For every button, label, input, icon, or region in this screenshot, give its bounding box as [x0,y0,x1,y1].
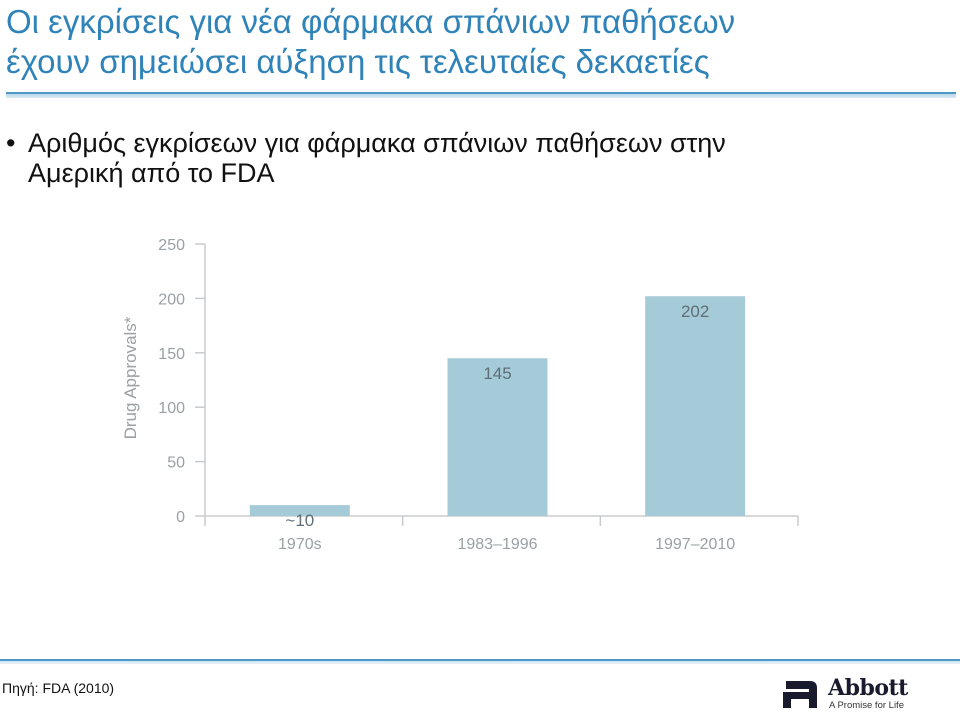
bullet-icon: • [6,128,16,158]
y-tick-label: 250 [158,237,185,254]
slide-title: Οι εγκρίσεις για νέα φάρμακα σπάνιων παθ… [6,2,956,82]
slide-title-line-2: έχουν σημειώσει αύξηση τις τελευταίες δε… [6,43,710,80]
bullet-text: Αριθμός εγκρίσεων για φάρμακα σπάνιων πα… [6,128,946,188]
bar [645,296,746,516]
abbott-logo-icon [783,681,817,708]
x-category-label: 1983–1996 [457,536,537,553]
y-axis-title: Drug Approvals* [121,316,140,439]
y-tick-label: 200 [158,291,185,308]
bar [249,505,350,516]
y-tick-label: 150 [158,346,185,363]
drug-approvals-bar-chart: 0 50 100 150 200 250 Drug Approvals* ~10 1970s 14… [121,237,799,553]
bullet-line-2: Αμερική από το FDA [28,158,275,188]
slide-title-line-1: Οι εγκρίσεις για νέα φάρμακα σπάνιων παθ… [6,3,736,40]
bar [447,358,548,516]
y-tick-label: 50 [167,455,185,472]
bar-data-label: 145 [483,364,511,383]
footer-divider [0,659,960,664]
y-tick-label: 0 [176,509,185,526]
x-category-label: 1970s [278,536,322,553]
y-tick-label: 100 [158,400,185,417]
abbott-logo: Abbott A Promise for Life [780,675,950,712]
bullet-line-1: Αριθμός εγκρίσεων για φάρμακα σπάνιων πα… [28,128,726,158]
source-note: Πηγή: FDA (2010) [2,680,115,696]
bar-data-label: ~10 [285,511,314,530]
x-category-label: 1997–2010 [655,536,735,553]
bar-data-label: 202 [681,302,709,321]
bullet-point: • Αριθμός εγκρίσεων για φάρμακα σπάνιων … [6,128,946,188]
logo-name: Abbott [828,675,908,701]
title-divider [6,92,956,98]
logo-tagline: A Promise for Life [829,700,904,711]
